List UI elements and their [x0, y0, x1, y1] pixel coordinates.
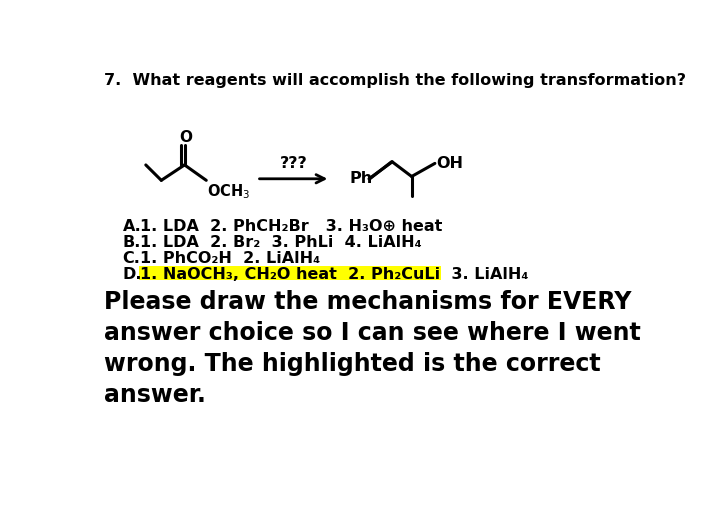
- Text: wrong. The highlighted is the correct: wrong. The highlighted is the correct: [104, 352, 600, 376]
- Text: answer.: answer.: [104, 383, 206, 407]
- Text: OH: OH: [436, 156, 464, 171]
- Text: A.: A.: [122, 219, 141, 234]
- Text: O: O: [179, 130, 192, 145]
- Text: answer choice so I can see where I went: answer choice so I can see where I went: [104, 321, 641, 345]
- Text: D.: D.: [122, 267, 142, 282]
- Text: OCH$_3$: OCH$_3$: [207, 182, 251, 201]
- Text: Ph: Ph: [350, 171, 373, 187]
- Text: B.: B.: [122, 235, 141, 250]
- Text: 1. LDA  2. Br₂  3. PhLi  4. LiAlH₄: 1. LDA 2. Br₂ 3. PhLi 4. LiAlH₄: [140, 235, 422, 250]
- Text: 1. NaOCH₃, CH₂O heat  2. Ph₂CuLi  3. LiAlH₄: 1. NaOCH₃, CH₂O heat 2. Ph₂CuLi 3. LiAlH…: [140, 267, 528, 282]
- Text: 1. LDA  2. PhCH₂Br   3. H₃O⊕ heat: 1. LDA 2. PhCH₂Br 3. H₃O⊕ heat: [140, 219, 443, 234]
- Text: 1. PhCO₂H  2. LiAlH₄: 1. PhCO₂H 2. LiAlH₄: [140, 251, 320, 266]
- Text: 7.  What reagents will accomplish the following transformation?: 7. What reagents will accomplish the fol…: [104, 72, 686, 88]
- Text: Please draw the mechanisms for EVERY: Please draw the mechanisms for EVERY: [104, 290, 631, 315]
- Text: C.: C.: [122, 251, 140, 266]
- Text: ???: ???: [279, 156, 307, 171]
- Bar: [139, 266, 441, 280]
